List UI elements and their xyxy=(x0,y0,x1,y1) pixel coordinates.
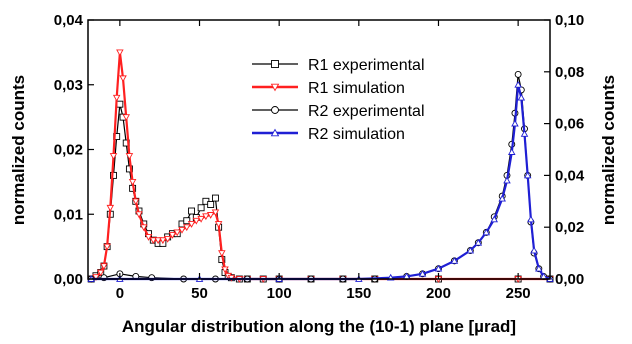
legend-item-1: R1 experimental xyxy=(252,57,425,74)
data-point xyxy=(163,236,172,243)
legend: R1 experimental R1 simulation R2 experimen… xyxy=(252,57,425,143)
data-point xyxy=(490,215,499,223)
y-left-tick-label: 0,01 xyxy=(54,206,83,223)
x-tick-label: 100 xyxy=(267,285,292,302)
data-point xyxy=(207,201,215,208)
data-point xyxy=(96,269,105,277)
data-point xyxy=(202,213,210,221)
data-point xyxy=(116,49,124,57)
data-point xyxy=(119,75,127,83)
x-tick-label: 200 xyxy=(426,285,451,302)
data-point xyxy=(132,198,140,206)
legend-marker xyxy=(271,106,279,114)
data-point xyxy=(187,221,196,228)
y-right-tick-label: 0,06 xyxy=(555,116,584,133)
data-point xyxy=(122,114,130,122)
data-point xyxy=(106,204,115,212)
y-right-tick-label: 0,02 xyxy=(555,219,584,236)
data-point xyxy=(514,70,522,78)
data-point xyxy=(116,100,124,108)
y-axis-label-right: normalized counts xyxy=(599,75,618,225)
legend-marker xyxy=(271,60,279,68)
legend-item-3: R2 experimental xyxy=(252,103,425,120)
data-point xyxy=(197,215,205,223)
legend-item-4: R2 simulation xyxy=(252,126,405,143)
data-point xyxy=(214,221,223,228)
data-point xyxy=(197,204,205,212)
data-point xyxy=(450,256,459,264)
data-point xyxy=(514,80,522,88)
data-point xyxy=(206,212,215,219)
legend-label: R2 simulation xyxy=(308,126,405,143)
data-point xyxy=(211,209,220,217)
data-point xyxy=(520,130,529,137)
y-left-tick-label: 0,00 xyxy=(54,271,83,288)
data-point xyxy=(498,194,506,202)
data-point xyxy=(523,171,532,179)
data-point xyxy=(168,232,177,239)
data-point xyxy=(192,217,201,225)
data-point xyxy=(530,246,538,254)
x-axis-label: Angular distribution along the (10-1) pl… xyxy=(122,317,516,336)
data-point xyxy=(418,269,427,277)
data-point xyxy=(128,179,137,186)
data-point xyxy=(466,246,475,254)
y-right-tick-label: 0,10 xyxy=(555,12,584,29)
data-point xyxy=(188,207,196,215)
data-point xyxy=(178,226,186,234)
data-point xyxy=(159,237,167,245)
legend-marker xyxy=(270,128,280,137)
data-point xyxy=(434,264,443,272)
data-point xyxy=(482,228,491,236)
data-point xyxy=(173,229,181,237)
data-point xyxy=(474,238,483,246)
data-point xyxy=(139,224,148,232)
legend-item-2: R1 simulation xyxy=(252,80,405,97)
y-left-tick-label: 0,03 xyxy=(54,77,83,94)
x-tick-label: 50 xyxy=(191,285,208,302)
data-point xyxy=(517,93,526,101)
data-point xyxy=(183,224,191,232)
data-point xyxy=(100,263,108,270)
data-point xyxy=(125,153,134,160)
data-point xyxy=(154,237,162,245)
y-left-tick-label: 0,04 xyxy=(54,12,84,29)
data-point xyxy=(144,234,153,241)
data-point xyxy=(221,266,229,274)
data-point xyxy=(149,237,158,245)
data-point xyxy=(135,211,143,219)
legend-marker xyxy=(270,83,280,92)
legend-label: R1 simulation xyxy=(308,80,405,97)
data-point xyxy=(109,153,118,160)
data-point xyxy=(527,215,535,223)
data-point xyxy=(103,243,111,251)
x-tick-label: 150 xyxy=(346,285,371,302)
legend-label: R2 experimental xyxy=(308,103,425,120)
y-left-tick-label: 0,02 xyxy=(54,142,83,159)
data-point xyxy=(511,119,519,127)
x-tick-label: 0 xyxy=(116,285,124,302)
data-point xyxy=(218,250,226,258)
y-right-tick-label: 0,04 xyxy=(555,167,585,184)
legend-label: R1 experimental xyxy=(308,57,425,74)
data-point xyxy=(503,176,511,184)
data-point xyxy=(183,217,191,225)
axes-layer: 0 50 100 150 200 250 0,00 0,01 0,02 0,03 0,04 0,00 0… xyxy=(54,12,585,302)
data-point xyxy=(112,94,121,102)
x-tick-label: 250 xyxy=(506,285,531,302)
data-point xyxy=(125,165,133,173)
data-point xyxy=(535,264,543,272)
y-right-tick-label: 0,00 xyxy=(555,271,584,288)
data-point xyxy=(211,194,219,202)
y-right-tick-label: 0,08 xyxy=(555,64,584,81)
data-point xyxy=(508,148,516,155)
data-point xyxy=(92,274,100,281)
y-axis-label-left: normalized counts xyxy=(9,75,28,225)
